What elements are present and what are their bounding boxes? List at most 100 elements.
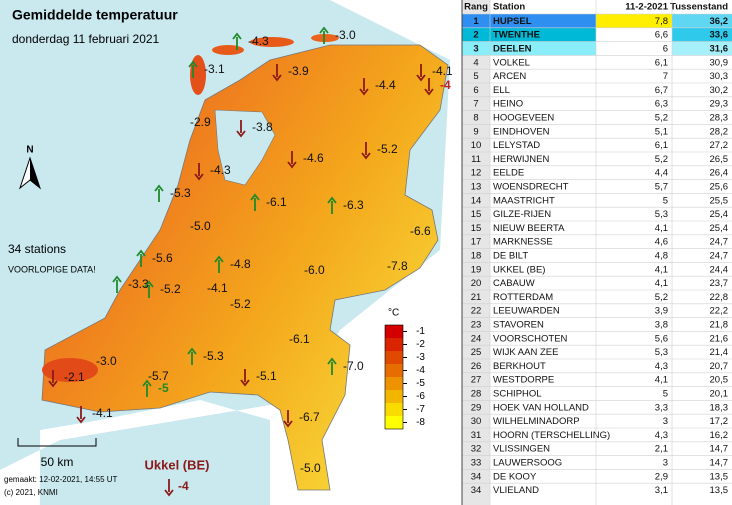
stations-count: 34 stations xyxy=(8,242,66,256)
trend-arrow-head xyxy=(424,88,434,96)
legend-swatch xyxy=(385,403,403,416)
table-cell: 4,3 xyxy=(655,361,668,372)
station-value: -5.0 xyxy=(190,219,211,233)
table-cell: 6 xyxy=(473,85,478,96)
table-cell: 5,2 xyxy=(655,154,668,165)
table-cell: 18,3 xyxy=(710,402,729,413)
table-cell: 6,1 xyxy=(655,140,668,151)
table-cell: SCHIPHOL xyxy=(493,389,542,400)
table-cell: ROTTERDAM xyxy=(493,292,553,303)
station-value: -5.0 xyxy=(300,461,321,475)
station-value: -4.6 xyxy=(303,151,324,165)
legend-swatch xyxy=(385,416,403,429)
table-cell: NIEUW BEERTA xyxy=(493,223,565,234)
island xyxy=(311,34,339,42)
table-cell: 5,2 xyxy=(655,292,668,303)
table-cell: 5,6 xyxy=(655,333,668,344)
legend-swatch xyxy=(385,390,403,403)
table-cell: MAASTRICHT xyxy=(493,195,555,206)
station-value: -4.1 xyxy=(207,281,228,295)
station-value: -4.3 xyxy=(210,163,231,177)
island xyxy=(212,45,244,55)
table-cell: 4,1 xyxy=(655,375,668,386)
data-note: VOORLOPIGE DATA! xyxy=(8,264,96,274)
table-cell: 3 xyxy=(663,458,668,469)
table-cell: VOORSCHOTEN xyxy=(493,333,568,344)
station-value: -3.9 xyxy=(288,64,309,78)
table-cell: 4,1 xyxy=(655,223,668,234)
table-cell: 22 xyxy=(471,306,482,317)
trend-arrow-head xyxy=(188,60,198,68)
table-cell: HOEK VAN HOLLAND xyxy=(493,402,589,413)
trend-arrow-head xyxy=(112,275,122,283)
table-cell: 23 xyxy=(471,320,482,331)
copyright: (c) 2021, KNMI xyxy=(4,488,58,497)
table-cell: 2,9 xyxy=(655,471,668,482)
legend-unit: °C xyxy=(388,308,399,319)
table-cell: 2,1 xyxy=(655,444,668,455)
table-cell: ARCEN xyxy=(493,71,526,82)
table-cell: 34 xyxy=(471,485,482,496)
map: Gemiddelde temperatuur donderdag 11 febr… xyxy=(0,0,462,505)
highlight xyxy=(596,41,672,56)
table-cell: EINDHOVEN xyxy=(493,126,550,137)
table-cell: 30 xyxy=(471,416,482,427)
trend-arrow-head xyxy=(154,184,164,192)
table-cell: 29 xyxy=(471,402,482,413)
table-cell: 10 xyxy=(471,140,482,151)
rank-column-bg xyxy=(462,0,490,505)
table-cell: 29,3 xyxy=(710,99,729,110)
table-cell: VOLKEL xyxy=(493,57,530,68)
table-cell: LEEUWARDEN xyxy=(493,306,560,317)
table-cell: 27,2 xyxy=(710,140,729,151)
table-cell: 33 xyxy=(471,458,482,469)
north-label: N xyxy=(26,145,33,156)
table: Rang Station 11-2-2021 Tussenstand 1 HUPSEL 7,… xyxy=(461,0,732,505)
table-cell: 36,2 xyxy=(710,16,729,27)
table-cell: 20,5 xyxy=(710,375,729,386)
table-cell: 30,2 xyxy=(710,85,729,96)
table-cell: 5 xyxy=(663,195,668,206)
legend-swatch xyxy=(385,351,403,364)
legend-tick-label: -6 xyxy=(416,391,425,402)
table-cell: 5 xyxy=(473,71,478,82)
north-arrow-half xyxy=(30,158,40,188)
trend-arrow-head xyxy=(232,32,242,40)
trend-arrow-head xyxy=(144,280,154,288)
trend-arrow-head xyxy=(283,420,293,428)
table-header: Station xyxy=(493,2,525,13)
highlight xyxy=(672,14,732,28)
legend-frame xyxy=(384,324,404,430)
table-cell: 4,4 xyxy=(655,168,668,179)
scale-bar xyxy=(17,438,97,447)
table-cell: DE KOOY xyxy=(493,471,537,482)
table-cell: 4,8 xyxy=(655,251,668,262)
table-cell: 4 xyxy=(473,57,478,68)
table-cell: LAUWERSOOG xyxy=(493,458,562,469)
table-cell: 3,3 xyxy=(655,402,668,413)
station-value: -4 xyxy=(440,78,451,92)
table-cell: 7,8 xyxy=(655,16,668,27)
table-header: Tussenstand xyxy=(670,2,728,13)
table-cell: 3,1 xyxy=(655,485,668,496)
table-cell: 21,8 xyxy=(710,320,729,331)
table-cell: HUPSEL xyxy=(493,16,532,27)
table-cell: 2 xyxy=(473,30,478,41)
table-cell: 1 xyxy=(473,16,479,27)
trend-arrow-head xyxy=(236,130,246,138)
legend-tick-label: -4 xyxy=(416,365,425,376)
ukkel-value: -4 xyxy=(178,479,189,493)
table-cell: 5 xyxy=(663,389,668,400)
legend-tick-label: -7 xyxy=(416,404,425,415)
table-cell: 32 xyxy=(471,444,482,455)
table-cell: EELDE xyxy=(493,168,524,179)
table-cell: 7 xyxy=(473,99,478,110)
table-cell: GILZE-RIJEN xyxy=(493,209,551,220)
station-value: -4.3 xyxy=(248,34,269,48)
table-cell: 5,3 xyxy=(655,209,668,220)
trend-arrow-head xyxy=(250,193,260,201)
table-cell: 28,3 xyxy=(710,113,729,124)
table-cell: HERWIJNEN xyxy=(493,154,549,165)
trend-arrow-head xyxy=(194,173,204,181)
